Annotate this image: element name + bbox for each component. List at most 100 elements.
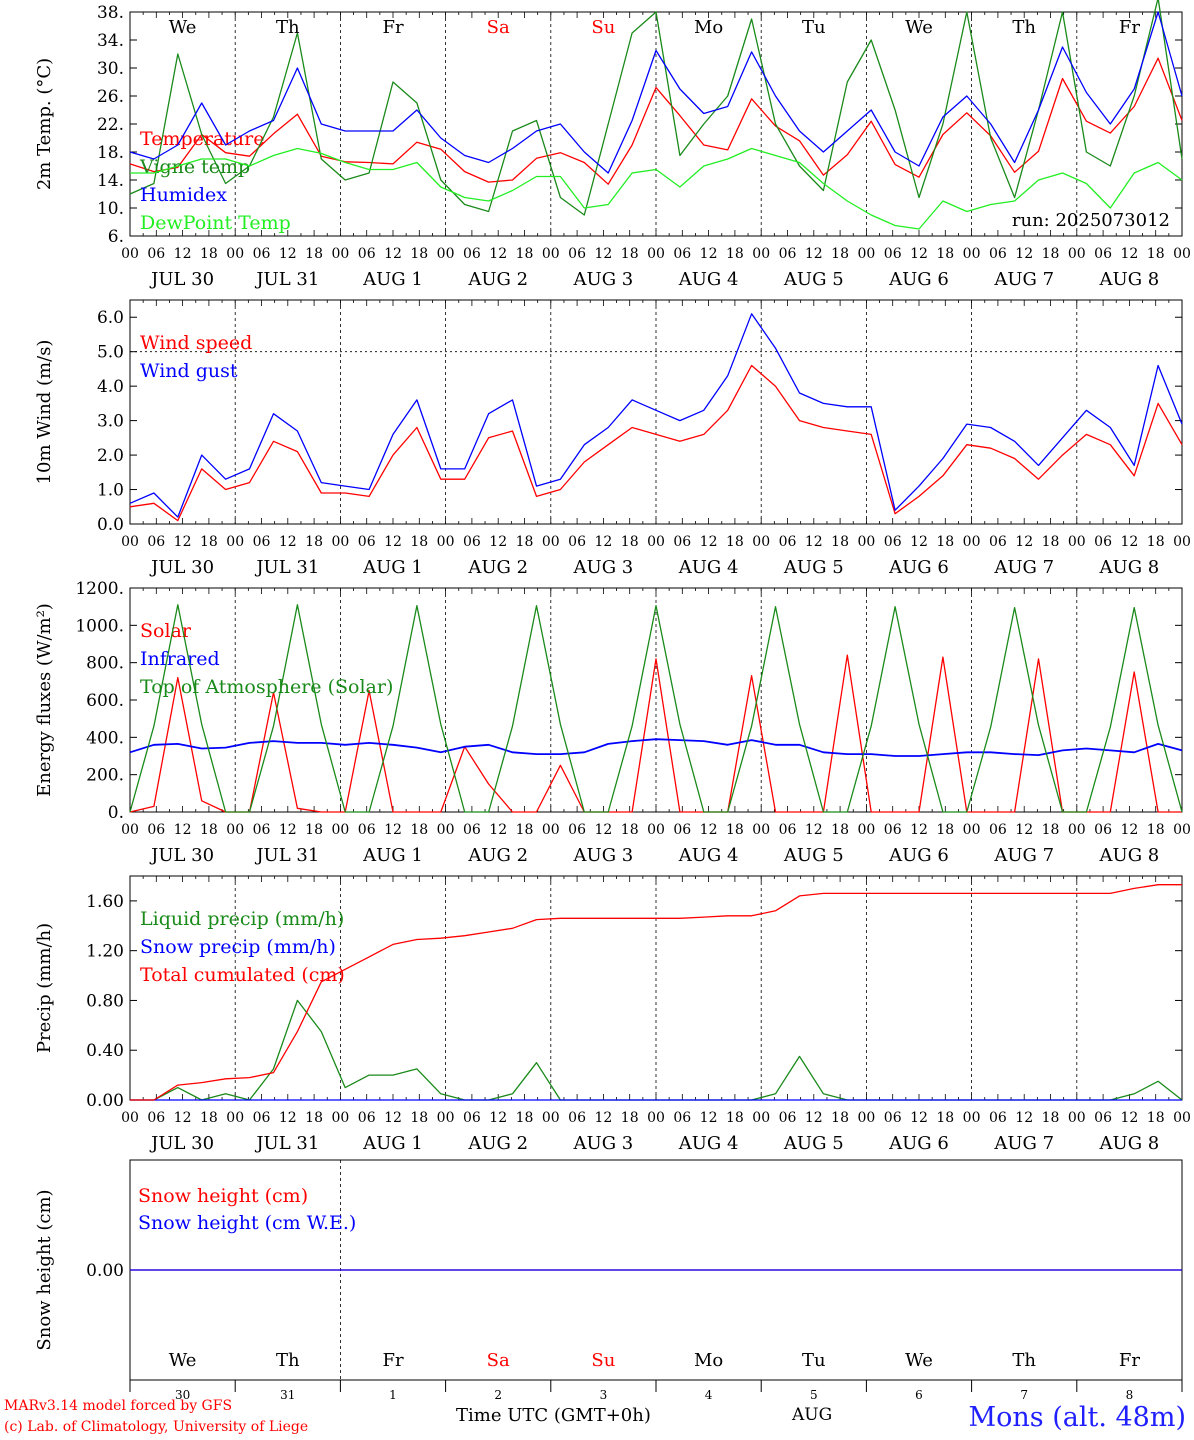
hour-tick-label: 18 xyxy=(305,822,323,838)
date-label: AUG 2 xyxy=(467,269,528,290)
credit-line-1: MARv3.14 model forced by GFS xyxy=(4,1398,233,1414)
weekday-label: Tu xyxy=(802,1350,826,1371)
hour-tick-label: 12 xyxy=(1015,822,1033,838)
legend-entry: Wind speed xyxy=(140,332,252,354)
y-tick-label: 0.40 xyxy=(86,1041,124,1061)
hour-tick-label: 18 xyxy=(1147,822,1165,838)
hour-tick-label: 06 xyxy=(989,246,1007,262)
hour-tick-label: 12 xyxy=(700,534,718,550)
day-number-label: 8 xyxy=(1126,1388,1134,1402)
date-label: JUL 30 xyxy=(149,1133,214,1154)
weekday-label: Sa xyxy=(487,17,510,38)
day-number-label: 2 xyxy=(494,1388,502,1402)
y-axis-label: Energy fluxes (W/m²) xyxy=(34,603,55,797)
y-tick-label: 0.00 xyxy=(86,1091,124,1111)
hour-tick-label: 18 xyxy=(1042,1110,1060,1126)
hour-tick-label: 00 xyxy=(857,1110,875,1126)
date-label: AUG 3 xyxy=(573,845,634,866)
y-tick-label: 4.0 xyxy=(97,377,124,397)
hour-tick-label: 06 xyxy=(358,1110,376,1126)
hour-tick-label: 18 xyxy=(621,822,639,838)
hour-tick-label: 12 xyxy=(700,822,718,838)
hour-tick-label: 00 xyxy=(1173,246,1191,262)
hour-tick-label: 00 xyxy=(331,534,349,550)
legend-entry: Snow height (cm) xyxy=(138,1185,308,1207)
hour-tick-label: 06 xyxy=(568,822,586,838)
hour-tick-label: 00 xyxy=(226,1110,244,1126)
hour-tick-label: 06 xyxy=(253,534,271,550)
legend-entry: Snow height (cm W.E.) xyxy=(138,1212,356,1234)
hour-tick-label: 12 xyxy=(489,246,507,262)
weekday-label: Th xyxy=(276,17,300,38)
y-tick-label: 1.20 xyxy=(86,942,124,962)
hour-tick-label: 12 xyxy=(279,534,297,550)
hour-tick-label: 00 xyxy=(1173,822,1191,838)
legend-entry: Vigne temp xyxy=(139,156,250,178)
hour-tick-label: 06 xyxy=(358,246,376,262)
y-tick-label: 2.0 xyxy=(97,446,124,466)
panel-3-frame xyxy=(129,587,1183,813)
hour-tick-label: 18 xyxy=(410,534,428,550)
hour-tick-label: 12 xyxy=(174,246,192,262)
y-tick-label: 1.60 xyxy=(86,892,124,912)
date-label: AUG 5 xyxy=(783,845,844,866)
hour-tick-label: 12 xyxy=(489,822,507,838)
weekday-label: Sa xyxy=(487,1350,510,1371)
weekday-label: Fr xyxy=(382,1350,403,1371)
hour-tick-label: 12 xyxy=(1120,822,1138,838)
hour-tick-label: 18 xyxy=(305,246,323,262)
y-tick-label: 6. xyxy=(108,227,124,247)
hour-tick-label: 18 xyxy=(621,1110,639,1126)
hour-tick-label: 06 xyxy=(884,822,902,838)
hour-tick-label: 06 xyxy=(1094,534,1112,550)
series-line-humidex xyxy=(129,11,1183,174)
hour-tick-label: 06 xyxy=(568,534,586,550)
hour-tick-label: 12 xyxy=(594,534,612,550)
series-line-dewpoint-temp xyxy=(130,147,1183,230)
hour-tick-label: 06 xyxy=(1094,246,1112,262)
hour-tick-label: 18 xyxy=(516,534,534,550)
hour-tick-label: 06 xyxy=(673,822,691,838)
series-line-vigne-temp xyxy=(129,0,1183,216)
hour-tick-label: 06 xyxy=(568,246,586,262)
hour-tick-label: 00 xyxy=(647,246,665,262)
series-line-wind-gust xyxy=(129,313,1183,518)
day-number-label: 7 xyxy=(1020,1388,1028,1402)
hour-tick-label: 18 xyxy=(1042,822,1060,838)
hour-tick-label: 00 xyxy=(437,534,455,550)
weekday-label: Mo xyxy=(694,17,723,38)
hour-tick-label: 12 xyxy=(910,246,928,262)
hour-tick-label: 12 xyxy=(489,534,507,550)
weekday-label: Fr xyxy=(382,17,403,38)
date-label: AUG 3 xyxy=(573,269,634,290)
hour-tick-label: 00 xyxy=(857,822,875,838)
hour-tick-label: 12 xyxy=(384,1110,402,1126)
hour-tick-label: 00 xyxy=(331,822,349,838)
legend-entry: Top of Atmosphere (Solar) xyxy=(140,676,393,698)
y-tick-label: 400. xyxy=(86,728,124,748)
date-label: AUG 4 xyxy=(678,269,739,290)
hour-tick-label: 06 xyxy=(989,1110,1007,1126)
hour-tick-label: 18 xyxy=(1147,246,1165,262)
hour-tick-label: 06 xyxy=(463,822,481,838)
y-axis-label: 10m Wind (m/s) xyxy=(34,340,55,485)
date-label: AUG 5 xyxy=(783,557,844,578)
hour-tick-label: 06 xyxy=(673,534,691,550)
hour-tick-label: 18 xyxy=(936,1110,954,1126)
hour-tick-label: 00 xyxy=(331,246,349,262)
hour-tick-label: 18 xyxy=(305,1110,323,1126)
hour-tick-label: 00 xyxy=(752,534,770,550)
hour-tick-label: 18 xyxy=(726,822,744,838)
hour-tick-label: 00 xyxy=(752,822,770,838)
day-number-label: 6 xyxy=(915,1388,923,1402)
weekday-label: Su xyxy=(591,17,615,38)
hour-tick-label: 12 xyxy=(384,534,402,550)
weekday-label: We xyxy=(905,1350,933,1371)
hour-tick-label: 12 xyxy=(805,822,823,838)
weekday-label: We xyxy=(905,17,933,38)
hour-tick-label: 00 xyxy=(121,246,139,262)
hour-tick-label: 12 xyxy=(700,246,718,262)
hour-tick-label: 18 xyxy=(410,246,428,262)
hour-tick-label: 18 xyxy=(831,1110,849,1126)
